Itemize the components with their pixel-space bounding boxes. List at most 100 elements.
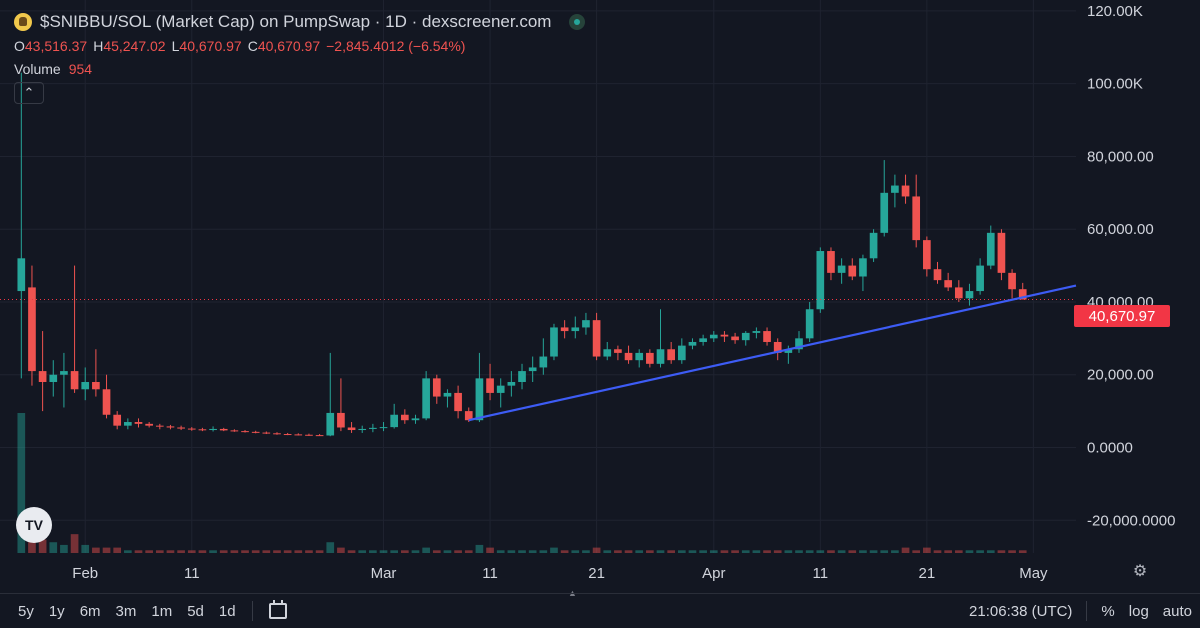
candle-body <box>337 412 345 428</box>
volume-bar <box>443 550 452 553</box>
candle-body <box>486 378 494 393</box>
range-6m-button[interactable]: 6m <box>79 602 101 620</box>
candle-body <box>219 428 228 431</box>
volume-bar <box>390 550 399 553</box>
volume-bar <box>880 550 889 553</box>
candle-body <box>923 240 931 270</box>
candle-body <box>422 378 430 419</box>
candle-body <box>81 382 90 390</box>
volume-bar <box>784 550 793 553</box>
candle-body <box>688 341 697 346</box>
candle-body <box>603 349 612 357</box>
y-tick-label: 120.00K <box>1087 3 1143 20</box>
range-1m-button[interactable]: 1m <box>151 602 173 620</box>
volume-bar <box>337 547 345 553</box>
bottom-toolbar: 5y 1y 6m 3m 1m 5d 1d 21:06:38 (UTC) % lo… <box>0 593 1200 628</box>
volume-bar <box>592 547 601 553</box>
log-scale-button[interactable]: log <box>1128 602 1149 620</box>
gear-icon[interactable]: ⚙ <box>1132 563 1148 580</box>
candlestick-chart[interactable]: 120.00K100.00K80,000.0060,000.0040,000.0… <box>0 0 1200 593</box>
volume-label: Volume <box>14 61 61 77</box>
candle-body <box>390 414 399 428</box>
candle-body <box>677 345 686 361</box>
range-5d-button[interactable]: 5d <box>187 602 204 620</box>
candle-body <box>933 269 942 281</box>
volume-bar <box>582 550 590 553</box>
candle-body <box>145 423 153 426</box>
volume-bar <box>486 547 494 553</box>
candle-body <box>379 427 388 429</box>
calendar-icon[interactable] <box>268 600 287 619</box>
candle-body <box>209 428 217 431</box>
grid <box>0 0 1076 553</box>
candle-body <box>347 427 356 431</box>
range-1y-button[interactable]: 1y <box>48 602 65 620</box>
y-axis: 120.00K100.00K80,000.0060,000.0040,000.0… <box>1087 3 1175 529</box>
collapse-legend-button[interactable]: ⌃ <box>14 82 44 104</box>
candle-body <box>560 327 569 332</box>
change-value: −2,845.4012 (−6.54%) <box>326 38 466 54</box>
volume-bar <box>944 550 952 553</box>
range-3m-button[interactable]: 3m <box>115 602 137 620</box>
candle-body <box>358 428 367 431</box>
y-tick-label: -20,000.0000 <box>1087 512 1175 529</box>
candle-body <box>124 422 132 426</box>
candle-body <box>262 432 271 434</box>
volume-bar <box>965 550 974 553</box>
candle-body <box>305 434 313 436</box>
volume-bar <box>677 550 686 553</box>
volume-bar <box>187 550 196 553</box>
status-dot-icon[interactable] <box>569 14 586 30</box>
candle-body <box>763 331 771 342</box>
candle-body <box>891 185 899 193</box>
x-tick-label: 11 <box>184 565 200 582</box>
candle-body <box>17 258 26 292</box>
candle-body <box>369 427 377 429</box>
trendline[interactable] <box>468 284 1077 422</box>
open-value: 43,516.37 <box>24 38 88 54</box>
volume-bar <box>741 550 750 553</box>
volume-bar <box>283 550 292 553</box>
candle-body <box>113 414 122 426</box>
divider <box>1086 601 1088 621</box>
high-label: H <box>93 38 104 54</box>
x-tick-label: Mar <box>371 565 397 582</box>
x-tick-label: May <box>1019 565 1048 582</box>
candle-body <box>752 331 761 333</box>
volume-bar <box>624 550 633 553</box>
range-1d-button[interactable]: 1d <box>218 602 236 620</box>
candle-body <box>550 327 558 357</box>
volume-bar <box>827 550 835 553</box>
candle-body <box>944 280 952 288</box>
x-tick-label: 21 <box>919 565 936 582</box>
utc-clock[interactable]: 21:06:38 (UTC) <box>969 602 1073 620</box>
candle-body <box>187 428 196 430</box>
x-tick-label: 11 <box>813 565 829 582</box>
volume-bar <box>731 550 739 553</box>
volume-bar <box>837 550 846 553</box>
volume-bar <box>795 550 803 553</box>
tradingview-logo-icon[interactable]: TV <box>16 507 52 543</box>
candle-body <box>326 412 335 436</box>
volume-bar <box>17 413 26 553</box>
volume-bar <box>773 550 782 553</box>
volume-bar <box>60 544 68 553</box>
volume-bar <box>614 550 622 553</box>
y-tick-label: 100.00K <box>1087 76 1143 93</box>
range-5y-button[interactable]: 5y <box>18 602 34 620</box>
volume-bar <box>113 547 122 553</box>
volume-bar <box>805 550 814 553</box>
percent-scale-button[interactable]: % <box>1101 602 1115 620</box>
volume-bar <box>49 542 58 553</box>
volume-bar <box>369 550 377 553</box>
candle-body <box>848 265 857 277</box>
candle-body <box>827 251 835 273</box>
auto-scale-button[interactable]: auto <box>1162 602 1192 620</box>
candle-body <box>901 185 910 197</box>
candle-body <box>997 232 1006 273</box>
candle-body <box>912 196 921 241</box>
candle-body <box>411 418 420 421</box>
volume-bar <box>912 550 921 553</box>
open-label: O <box>14 38 25 54</box>
volume-bar <box>464 550 473 553</box>
